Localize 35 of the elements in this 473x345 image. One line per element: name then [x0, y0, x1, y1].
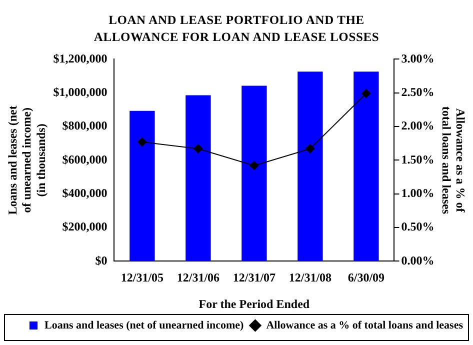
y-tick-label: $1,000,000	[53, 84, 108, 99]
y-tick-label: $1,200,000	[53, 51, 108, 66]
y-axis-title: Loans and leases (net of unearned income) (in thousands)	[5, 106, 48, 215]
y2-tick-label: 2.50%	[401, 84, 434, 99]
y2-tick-label: 0.00%	[401, 253, 434, 268]
y2-tick-label: 1.50%	[401, 152, 434, 166]
y-tick-label: $600,000	[62, 152, 108, 166]
y-tick-label: $200,000	[62, 220, 108, 234]
bar	[298, 72, 323, 262]
bar	[242, 86, 267, 262]
bar	[130, 110, 155, 262]
bar	[354, 72, 379, 262]
x-tick-label: 12/31/06	[176, 270, 220, 284]
legend-label: Allowance as a % of total loans and leases	[266, 319, 464, 332]
point	[362, 89, 371, 98]
bar	[186, 95, 211, 262]
x-tick-label: 12/31/07	[232, 270, 276, 284]
y-tick-label: $400,000	[62, 186, 108, 200]
point	[306, 144, 315, 154]
x-tick-label: 6/30/09	[348, 270, 385, 284]
y2-axis-title: Allowance as a % of total loans and leases	[439, 106, 468, 214]
y2-tick-label: 0.50%	[401, 220, 434, 234]
point	[194, 144, 203, 154]
x-tick-label: 12/31/08	[288, 270, 332, 284]
y2-tick-label: 2.00%	[401, 118, 434, 133]
y-tick-label: $0	[95, 253, 108, 268]
x-axis-title: For the Period Ended	[198, 296, 310, 311]
y2-tick-label: 1.00%	[401, 186, 434, 200]
point	[138, 138, 147, 147]
chart-title: LOAN AND LEASE PORTFOLIO AND THE ALLOWANCE FOR LOAN AND LEASE LOSSES	[92, 12, 380, 46]
y2-tick-label: 3.00%	[401, 51, 434, 66]
legend-label: Loans and leases (net of unearned income)	[44, 319, 244, 332]
y-tick-label: $800,000	[62, 118, 108, 133]
x-tick-label: 12/31/05	[120, 270, 164, 284]
point	[250, 161, 259, 170]
